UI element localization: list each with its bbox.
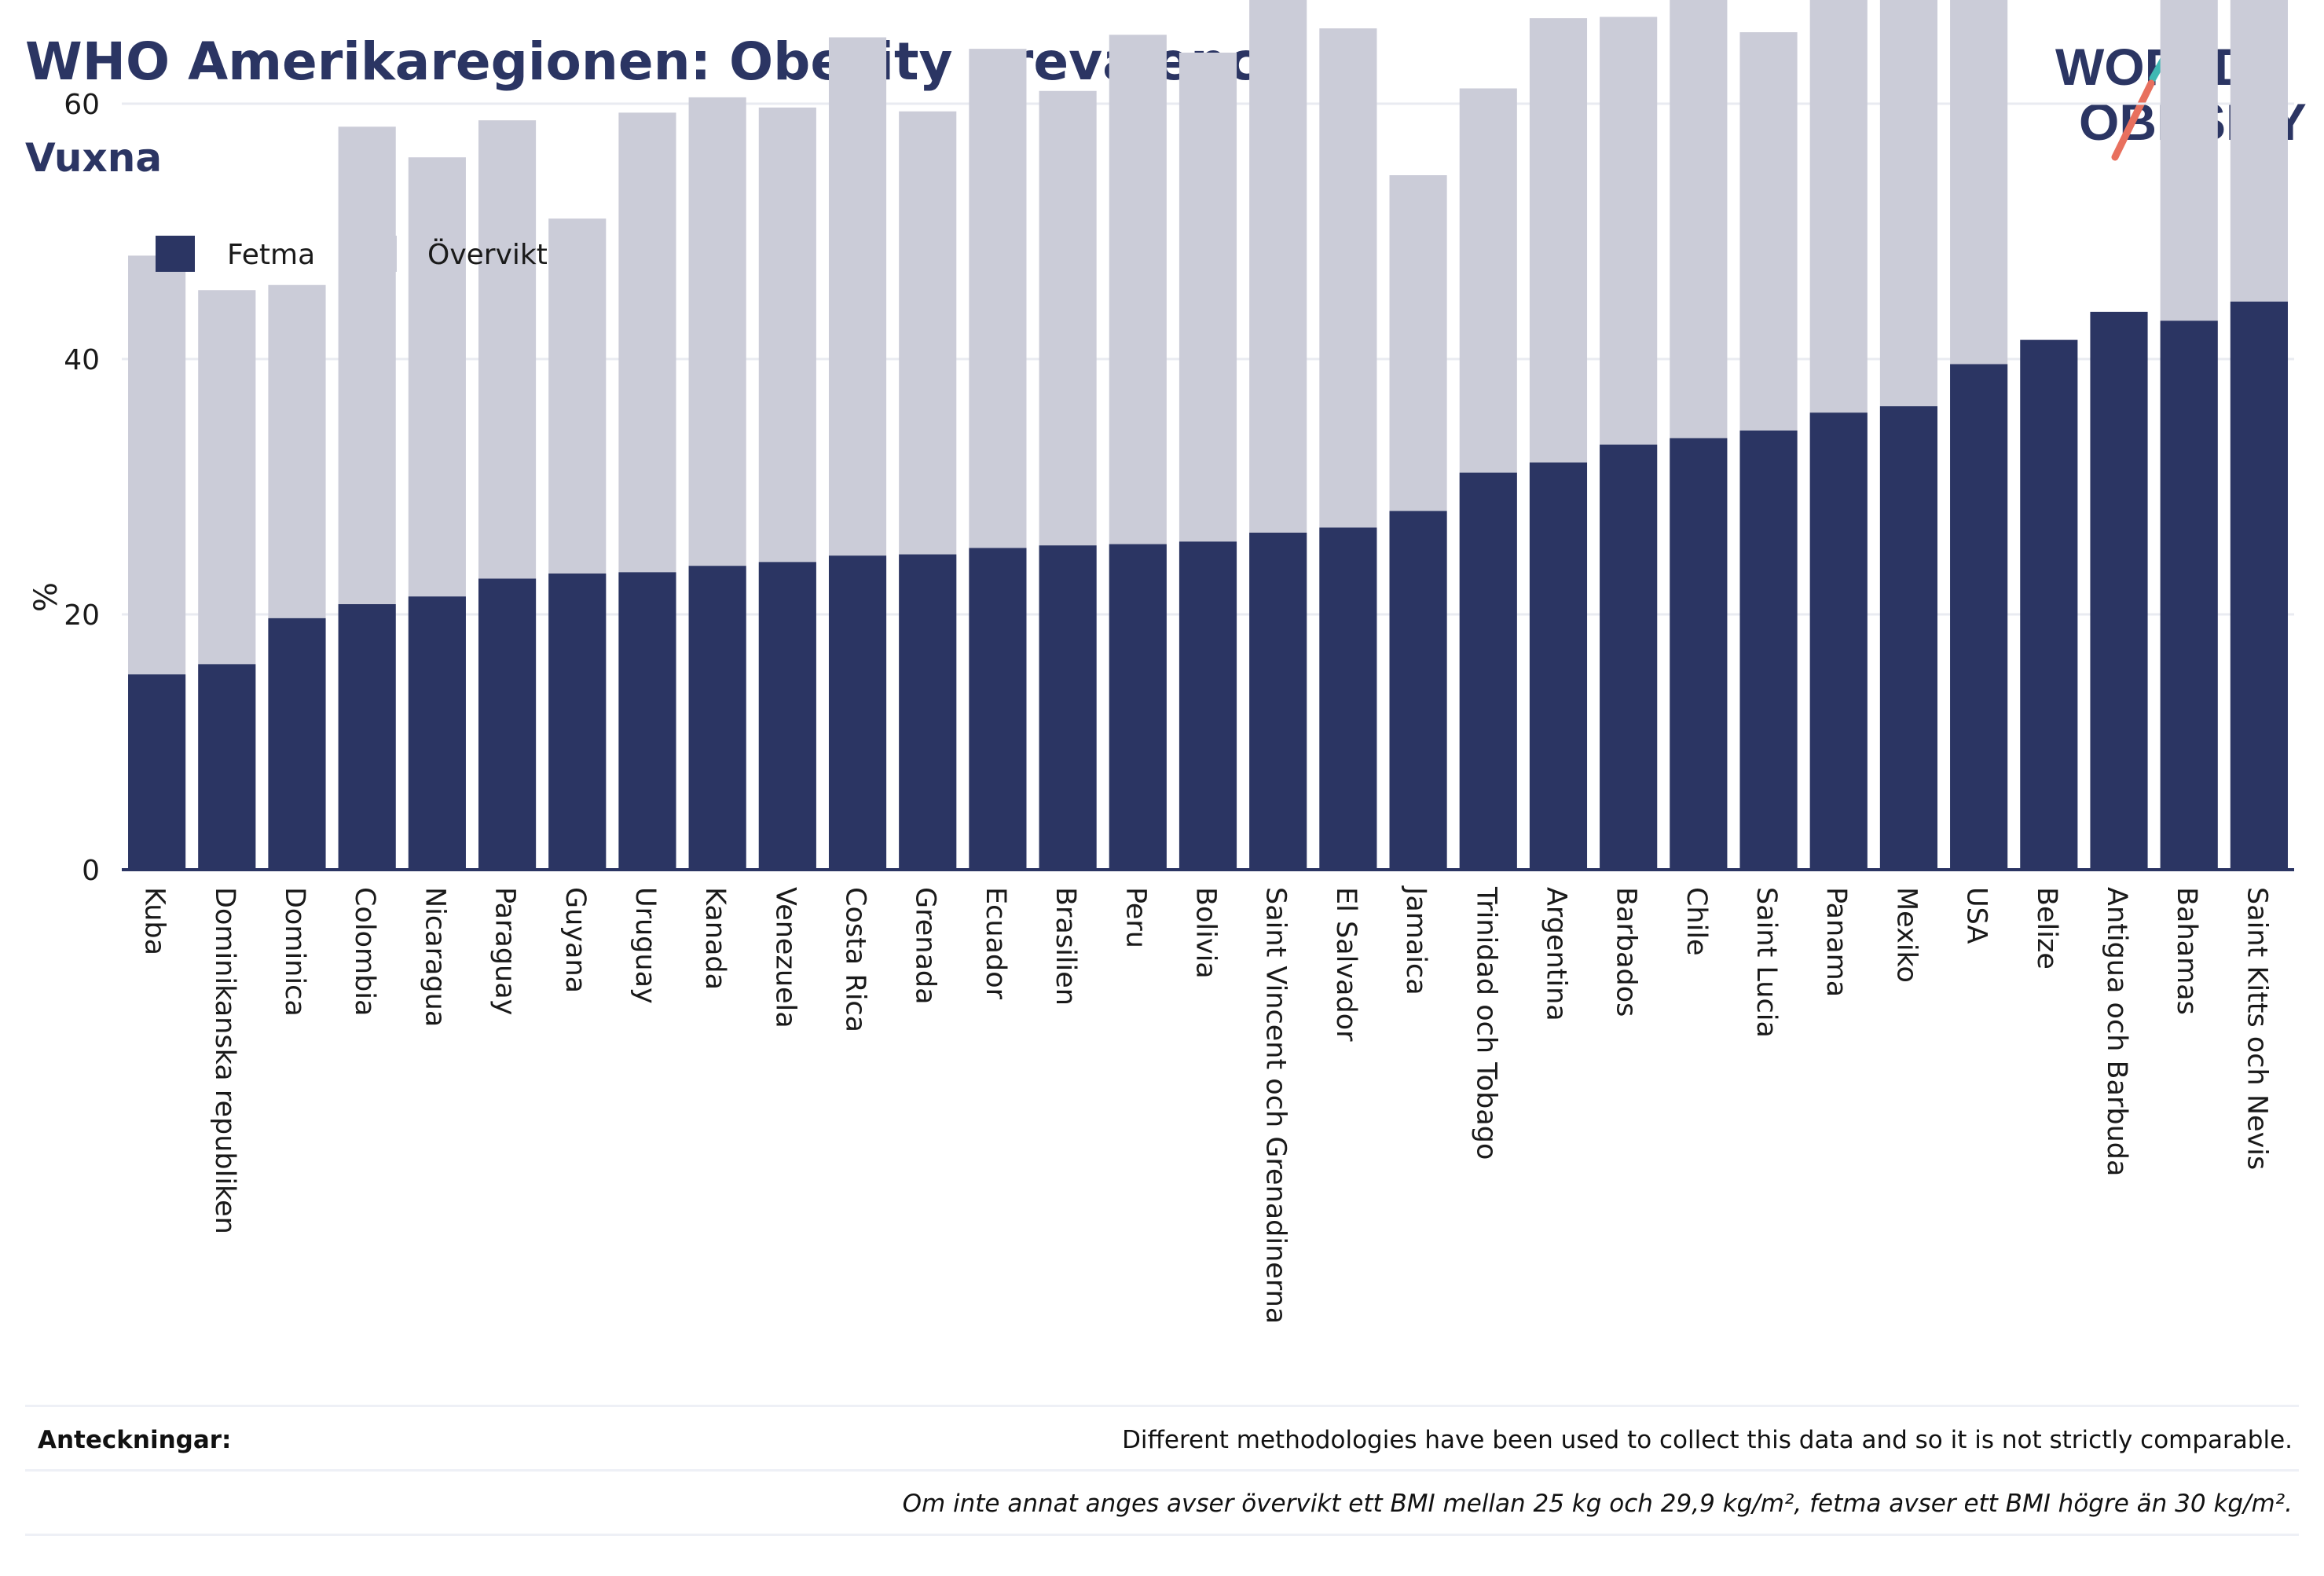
- y-tick-label: 40: [64, 344, 100, 376]
- x-tick-label: Kuba: [139, 887, 170, 955]
- logo-slash-coral: [2111, 79, 2155, 161]
- x-tick-label: Ecuador: [980, 887, 1011, 1000]
- bar-fetma-10: [828, 555, 887, 870]
- bar-fetma-4: [408, 596, 466, 870]
- bar-fetma-20: [1529, 462, 1588, 870]
- bar-fetma-28: [2090, 311, 2148, 870]
- notes-methodology-text: Different methodologies have been used t…: [1122, 1426, 2293, 1454]
- bar-fetma-14: [1109, 544, 1167, 870]
- x-tick-label: Uruguay: [629, 887, 661, 1004]
- bar-fetma-30: [2230, 301, 2288, 870]
- bar-fetma-8: [688, 566, 746, 870]
- x-tick-label: Argentina: [1540, 887, 1571, 1021]
- bar-fetma-6: [548, 574, 607, 870]
- bar-fetma-13: [1039, 545, 1097, 870]
- bar-fetma-29: [2160, 321, 2218, 870]
- bar-fetma-27: [2020, 339, 2078, 870]
- x-tick-label: Belize: [2031, 887, 2062, 969]
- x-tick-label: Venezuela: [769, 887, 801, 1028]
- notes-divider-bottom: [25, 1534, 2299, 1536]
- x-tick-label: Colombia: [349, 887, 380, 1016]
- x-tick-label: Saint Vincent och Grenadinerna: [1260, 887, 1292, 1324]
- notes-divider-middle: [25, 1469, 2299, 1472]
- bar-fetma-7: [618, 572, 676, 870]
- x-tick-label: Kanada: [699, 887, 731, 990]
- y-tick-label: 0: [82, 855, 100, 887]
- legend-label-overvikt: Övervikt: [427, 238, 548, 271]
- x-tick-label: Guyana: [559, 887, 591, 993]
- y-tick-label: 60: [64, 89, 100, 121]
- x-tick-label: Mexiko: [1890, 887, 1922, 983]
- x-tick-label: Dominikanska republiken: [209, 887, 240, 1234]
- bar-fetma-12: [969, 548, 1027, 870]
- x-tick-label: Antigua och Barbuda: [2101, 887, 2132, 1176]
- x-tick-label: Costa Rica: [840, 887, 871, 1032]
- bar-fetma-24: [1809, 412, 1868, 870]
- bar-fetma-3: [338, 604, 396, 870]
- bar-fetma-1: [198, 664, 256, 870]
- bar-fetma-22: [1670, 438, 1728, 870]
- bar-fetma-9: [758, 562, 816, 870]
- x-tick-label: Bahamas: [2171, 887, 2202, 1015]
- bar-fetma-19: [1459, 472, 1517, 870]
- legend-label-fetma: Fetma: [227, 239, 315, 271]
- y-tick-label: 20: [64, 599, 100, 632]
- x-tick-label: Chile: [1681, 887, 1712, 956]
- bar-fetma-0: [128, 674, 186, 870]
- bar-fetma-17: [1319, 527, 1377, 870]
- x-tick-label: Paraguay: [489, 887, 521, 1015]
- x-tick-label: Saint Kitts och Nevis: [2241, 887, 2272, 1170]
- y-axis-label: %: [28, 582, 64, 612]
- notes-label: Anteckningar:: [38, 1426, 232, 1454]
- x-tick-label: El Salvador: [1330, 887, 1362, 1042]
- x-tick-label: Peru: [1120, 887, 1151, 948]
- x-tick-label: Panama: [1820, 887, 1852, 997]
- bar-fetma-18: [1389, 511, 1447, 870]
- x-tick-label: USA: [1961, 887, 1992, 944]
- bar-fetma-16: [1249, 533, 1307, 870]
- page-subtitle: Vuxna: [25, 135, 163, 181]
- notes-divider-top: [25, 1405, 2299, 1407]
- x-tick-label: Jamaica: [1400, 885, 1431, 995]
- legend-swatch-fetma: [156, 236, 195, 272]
- x-tick-label: Bolivia: [1190, 887, 1222, 979]
- bar-fetma-2: [268, 618, 326, 870]
- bar-fetma-5: [478, 578, 537, 870]
- x-tick-label: Brasilien: [1050, 887, 1081, 1006]
- page-title: WHO Amerikaregionen: Obesity prevalence: [25, 31, 1293, 92]
- x-tick-label: Grenada: [910, 887, 941, 1005]
- bar-fetma-11: [899, 554, 957, 870]
- x-tick-label: Saint Lucia: [1750, 887, 1782, 1038]
- bar-fetma-26: [1950, 364, 2008, 870]
- bar-fetma-25: [1879, 406, 1938, 870]
- x-tick-label: Nicaragua: [419, 887, 450, 1027]
- x-tick-label: Trinidad och Tobago: [1470, 886, 1501, 1160]
- notes-bmi-definition: Om inte annat anges avser övervikt ett B…: [902, 1490, 2293, 1518]
- legend-swatch-overvikt: [357, 236, 397, 272]
- bar-fetma-23: [1739, 431, 1798, 870]
- x-tick-label: Barbados: [1611, 887, 1642, 1017]
- bar-fetma-15: [1178, 541, 1237, 870]
- bar-fetma-21: [1600, 444, 1658, 870]
- x-tick-label: Dominica: [279, 887, 310, 1017]
